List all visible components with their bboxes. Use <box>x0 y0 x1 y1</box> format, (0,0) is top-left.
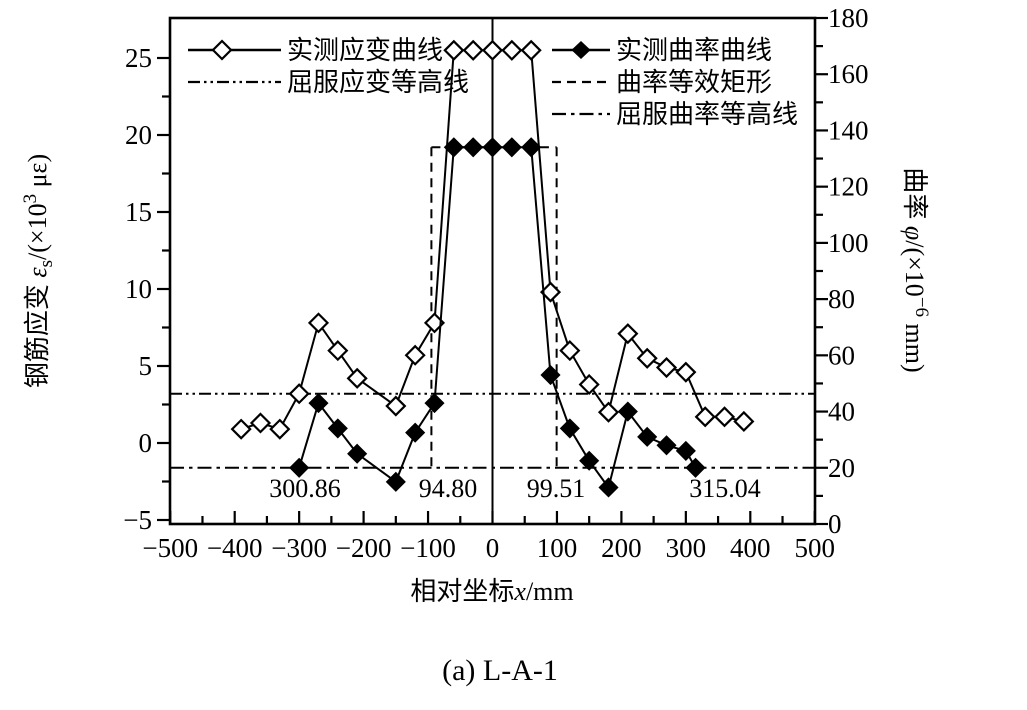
filled-diamond-marker <box>443 137 464 158</box>
filled-diamond-marker <box>540 364 561 386</box>
legend-left-column: 实测应变曲线 屈服应变等高线 <box>188 36 469 97</box>
open-diamond-marker <box>462 39 484 61</box>
right-tick-label: 160 <box>828 59 869 89</box>
open-diamond-marker <box>269 418 291 440</box>
x-tick-label: 500 <box>795 533 836 563</box>
left-tick-label: 5 <box>139 351 153 381</box>
filled-diamond-marker <box>685 457 706 478</box>
open-diamond-marker <box>327 340 349 362</box>
x-tick-label: 0 <box>486 533 500 563</box>
x-tick-label: 400 <box>730 533 771 563</box>
legend-label-yield-strain: 屈服应变等高线 <box>287 68 469 97</box>
filled-diamond-marker <box>521 137 542 158</box>
filled-diamond-marker <box>656 435 677 456</box>
x-tick-label: 100 <box>537 533 578 563</box>
y-axis-left-title: 钢筋应变 εs/(×103 με) <box>20 154 57 388</box>
filled-diamond-marker <box>424 393 445 414</box>
open-diamond-marker <box>288 383 310 405</box>
open-diamond-marker <box>404 344 426 366</box>
open-diamond-marker <box>694 406 716 428</box>
filled-diamond-marker <box>385 471 406 492</box>
left-tick-label: −5 <box>123 505 152 535</box>
filled-diamond-marker <box>617 401 638 422</box>
right-tick-label: 80 <box>828 284 855 314</box>
filled-diamond-icon <box>571 40 591 60</box>
filled-diamond-marker <box>675 440 696 461</box>
open-diamond-marker <box>346 367 368 389</box>
legend-label-measured-strain: 实测应变曲线 <box>287 36 443 65</box>
annotation-value: 300.86 <box>269 474 341 503</box>
filled-diamond-marker <box>405 422 426 443</box>
open-diamond-marker <box>520 39 542 61</box>
filled-diamond-marker <box>327 418 348 439</box>
x-tick-label: 300 <box>666 533 707 563</box>
right-tick-label: 60 <box>828 340 855 370</box>
open-diamond-marker <box>713 406 736 428</box>
right-tick-label: 40 <box>828 397 855 427</box>
data-curves <box>230 39 755 498</box>
filled-diamond-marker <box>598 477 619 498</box>
annotation-value: 315.04 <box>689 474 761 503</box>
open-diamond-marker <box>539 281 562 303</box>
left-tick-label: 25 <box>125 43 152 73</box>
open-diamond-marker <box>617 323 639 345</box>
legend-label-yield-curvature: 屈服曲率等高线 <box>616 100 798 129</box>
right-tick-label: 120 <box>828 172 869 202</box>
right-tick-label: 140 <box>828 115 869 145</box>
curvature-curve <box>298 146 697 490</box>
axis-tick-labels: −500 −400 −300 −200 −100 0 100 200 300 400 500−505… <box>123 3 868 563</box>
left-tick-label: 10 <box>125 274 152 304</box>
filled-diamond-marker <box>501 137 522 158</box>
left-tick-label: 15 <box>125 197 152 227</box>
x-tick-label: −100 <box>400 533 456 563</box>
annotations: 300.86 94.80 99.51 315.04 <box>269 474 761 503</box>
annotation-value: 94.80 <box>419 474 478 503</box>
open-diamond-marker <box>443 39 465 61</box>
filled-diamond-marker <box>482 137 503 158</box>
open-diamond-marker <box>675 361 697 383</box>
filled-diamond-marker <box>637 426 658 447</box>
open-diamond-marker <box>249 412 272 434</box>
open-diamond-marker <box>733 410 755 432</box>
right-tick-label: 100 <box>828 228 869 258</box>
open-diamond-marker <box>655 356 678 379</box>
y-axis-right-title: 曲率 φ/(×10−6 mm) <box>900 167 932 372</box>
legend-label-equivalent-rect: 曲率等效矩形 <box>616 68 772 97</box>
filled-diamond-marker <box>289 457 310 478</box>
filled-diamond-marker <box>579 450 600 471</box>
right-tick-label: 180 <box>828 3 869 33</box>
legend-label-measured-curvature: 实测曲率曲线 <box>616 36 772 65</box>
open-diamond-icon <box>211 39 233 61</box>
open-diamond-marker <box>385 395 407 417</box>
open-diamond-marker <box>501 39 523 61</box>
x-tick-label: −400 <box>207 533 263 563</box>
annotation-value: 99.51 <box>527 474 586 503</box>
filled-diamond-marker <box>463 137 484 158</box>
x-tick-label: −500 <box>142 533 198 563</box>
legend-right-column: 实测曲率曲线 曲率等效矩形 屈服曲率等高线 <box>552 36 798 129</box>
reference-lines <box>170 392 815 469</box>
left-tick-label: 20 <box>125 120 152 150</box>
open-diamond-marker <box>481 39 504 61</box>
x-tick-label: −200 <box>336 533 392 563</box>
open-diamond-marker <box>578 373 600 396</box>
filled-diamond-marker <box>347 443 368 464</box>
left-tick-label: 0 <box>139 428 153 458</box>
axis-ticks <box>157 16 828 526</box>
x-tick-label: −300 <box>271 533 327 563</box>
open-diamond-marker <box>230 418 252 440</box>
x-tick-label: 200 <box>601 533 642 563</box>
right-tick-label: 0 <box>828 509 842 539</box>
open-diamond-marker <box>636 347 658 369</box>
open-diamond-marker <box>559 340 581 362</box>
open-diamond-marker <box>307 312 330 334</box>
figure-caption: (a) L-A-1 <box>442 654 558 687</box>
filled-diamond-marker <box>559 418 580 439</box>
x-axis-title: 相对坐标x/mm <box>410 577 573 606</box>
filled-diamond-marker <box>308 393 329 414</box>
open-diamond-marker <box>597 401 620 423</box>
right-tick-label: 20 <box>828 453 855 483</box>
